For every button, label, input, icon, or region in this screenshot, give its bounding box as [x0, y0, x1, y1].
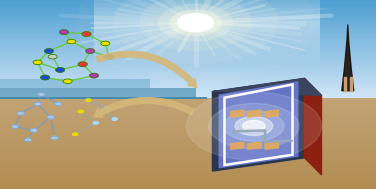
Circle shape [38, 93, 45, 96]
Polygon shape [212, 78, 305, 171]
Circle shape [158, 4, 233, 42]
Circle shape [112, 118, 117, 120]
Circle shape [86, 99, 91, 101]
Polygon shape [248, 142, 261, 149]
Polygon shape [230, 142, 244, 149]
Circle shape [209, 103, 299, 149]
Circle shape [55, 102, 62, 106]
Polygon shape [248, 110, 261, 117]
Circle shape [235, 117, 273, 136]
Circle shape [41, 75, 49, 80]
Polygon shape [265, 142, 279, 149]
Circle shape [224, 111, 284, 141]
Polygon shape [265, 110, 279, 117]
Circle shape [186, 92, 321, 160]
Circle shape [64, 79, 72, 83]
Circle shape [67, 40, 76, 44]
Polygon shape [305, 78, 321, 175]
Circle shape [86, 49, 94, 53]
Circle shape [243, 120, 265, 132]
Circle shape [73, 133, 78, 136]
Circle shape [139, 0, 252, 51]
FancyArrowPatch shape [92, 97, 195, 118]
Circle shape [33, 60, 42, 64]
Circle shape [60, 30, 68, 34]
Circle shape [93, 122, 99, 124]
Circle shape [45, 49, 53, 53]
Circle shape [56, 68, 64, 72]
Polygon shape [219, 82, 298, 168]
Circle shape [12, 125, 18, 128]
Circle shape [47, 115, 54, 119]
Circle shape [34, 102, 41, 106]
Circle shape [169, 9, 222, 36]
Polygon shape [230, 110, 244, 117]
Circle shape [51, 136, 58, 140]
Circle shape [17, 112, 24, 115]
Polygon shape [342, 25, 354, 91]
Circle shape [113, 0, 278, 64]
Polygon shape [212, 78, 321, 95]
Circle shape [179, 14, 212, 31]
Circle shape [25, 138, 32, 142]
Circle shape [177, 14, 214, 32]
Circle shape [78, 110, 83, 113]
Circle shape [101, 41, 109, 46]
Circle shape [30, 129, 37, 132]
Circle shape [79, 62, 87, 66]
FancyArrowPatch shape [96, 51, 197, 89]
Circle shape [82, 32, 91, 36]
Circle shape [105, 106, 110, 109]
Circle shape [49, 55, 57, 59]
Circle shape [105, 55, 113, 59]
Circle shape [90, 74, 98, 78]
